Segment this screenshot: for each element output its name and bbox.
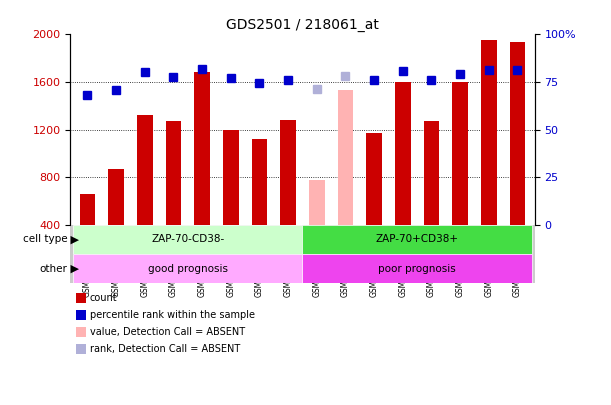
Title: GDS2501 / 218061_at: GDS2501 / 218061_at: [226, 18, 379, 32]
Bar: [302, 225, 532, 254]
Text: other: other: [39, 264, 67, 273]
Bar: [452, 82, 468, 225]
Bar: [423, 121, 439, 225]
Text: ▶: ▶: [67, 234, 79, 244]
Bar: [166, 121, 181, 225]
Bar: [223, 130, 239, 225]
Text: rank, Detection Call = ABSENT: rank, Detection Call = ABSENT: [90, 344, 240, 354]
Text: ZAP-70+CD38+: ZAP-70+CD38+: [376, 234, 459, 244]
Bar: [79, 194, 95, 225]
Text: poor prognosis: poor prognosis: [378, 264, 456, 273]
Bar: [309, 179, 324, 225]
Bar: [395, 82, 411, 225]
Text: value, Detection Call = ABSENT: value, Detection Call = ABSENT: [90, 327, 245, 337]
Bar: [73, 225, 302, 254]
Bar: [280, 120, 296, 225]
Bar: [137, 115, 153, 225]
Text: percentile rank within the sample: percentile rank within the sample: [90, 310, 255, 320]
Bar: [73, 254, 302, 283]
Bar: [366, 132, 382, 225]
Bar: [108, 169, 124, 225]
Bar: [302, 254, 532, 283]
Bar: [252, 139, 268, 225]
Bar: [337, 90, 353, 225]
Text: count: count: [90, 293, 117, 303]
Text: good prognosis: good prognosis: [148, 264, 228, 273]
Bar: [194, 72, 210, 225]
Text: ▶: ▶: [67, 264, 79, 273]
Bar: [510, 42, 525, 225]
Text: ZAP-70-CD38-: ZAP-70-CD38-: [151, 234, 224, 244]
Text: cell type: cell type: [23, 234, 67, 244]
Bar: [481, 40, 497, 225]
